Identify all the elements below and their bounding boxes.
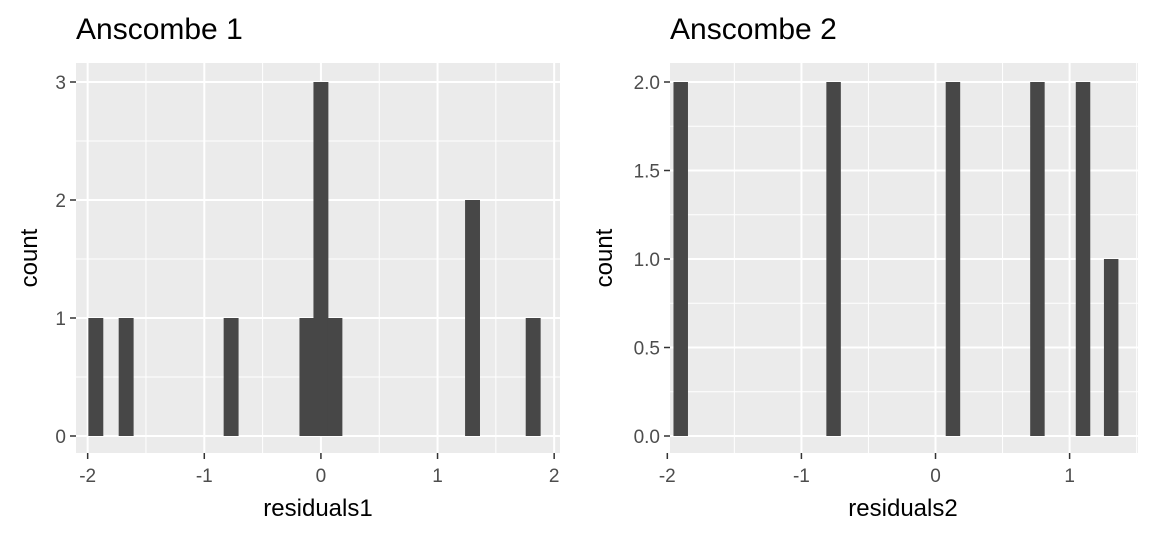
histogram-bar bbox=[465, 200, 480, 436]
y-tick-label: 0 bbox=[55, 427, 66, 448]
histogram-bar bbox=[945, 82, 961, 436]
x-tick-label: 1 bbox=[432, 466, 443, 487]
bars bbox=[88, 82, 541, 436]
histogram-bar bbox=[826, 82, 841, 436]
x-tick-label: 2 bbox=[549, 466, 560, 487]
histogram-bar bbox=[1103, 259, 1119, 436]
x-tick-label: 0 bbox=[316, 466, 327, 487]
histogram-bar bbox=[118, 318, 134, 436]
axis-ticks: -2 -1 0 1 0.0 0.5 1.0 1.5 2.0 bbox=[634, 73, 1075, 487]
chart-title: Anscombe 1 bbox=[76, 13, 243, 46]
axis-ticks: -2 -1 0 1 2 0 1 2 3 bbox=[55, 73, 559, 487]
x-tick-label: 1 bbox=[1064, 466, 1075, 487]
x-tick-label: -2 bbox=[659, 466, 676, 487]
y-tick-label: 3 bbox=[55, 73, 66, 94]
y-tick-label: 1 bbox=[55, 309, 66, 330]
histogram-bar bbox=[1075, 82, 1091, 436]
y-tick-label: 1.0 bbox=[634, 250, 660, 271]
bars bbox=[673, 82, 1119, 436]
grid-lines bbox=[670, 63, 1138, 453]
histogram-bar bbox=[223, 318, 239, 436]
panel-anscombe-2: Anscombe 2 -2 -1 0 1 0.0 0.5 1.0 1.5 2.0 residua… bbox=[591, 13, 1138, 522]
histogram-bar bbox=[299, 318, 315, 436]
y-tick-label: 0.5 bbox=[634, 339, 660, 360]
histogram-bar bbox=[327, 318, 343, 436]
histogram-bar bbox=[313, 82, 329, 436]
histogram-bar bbox=[88, 318, 104, 436]
y-tick-label: 1.5 bbox=[634, 162, 660, 183]
x-tick-label: -2 bbox=[79, 466, 96, 487]
y-axis-label: count bbox=[591, 228, 618, 287]
y-axis-label: count bbox=[16, 228, 43, 287]
panel-anscombe-1: Anscombe 1 -2 -1 0 1 2 0 1 2 3 residuals1 count bbox=[16, 13, 560, 522]
histogram-bar bbox=[525, 318, 541, 436]
y-tick-label: 2 bbox=[55, 191, 66, 212]
histogram-bar bbox=[673, 82, 688, 436]
x-tick-label: -1 bbox=[793, 466, 810, 487]
x-axis-label: residuals2 bbox=[848, 495, 957, 522]
y-tick-label: 0.0 bbox=[634, 427, 660, 448]
x-tick-label: 0 bbox=[930, 466, 941, 487]
chart-title: Anscombe 2 bbox=[670, 13, 837, 46]
x-tick-label: -1 bbox=[196, 466, 213, 487]
histogram-bar bbox=[1030, 82, 1045, 436]
x-axis-label: residuals1 bbox=[263, 495, 372, 522]
y-tick-label: 2.0 bbox=[634, 73, 660, 94]
